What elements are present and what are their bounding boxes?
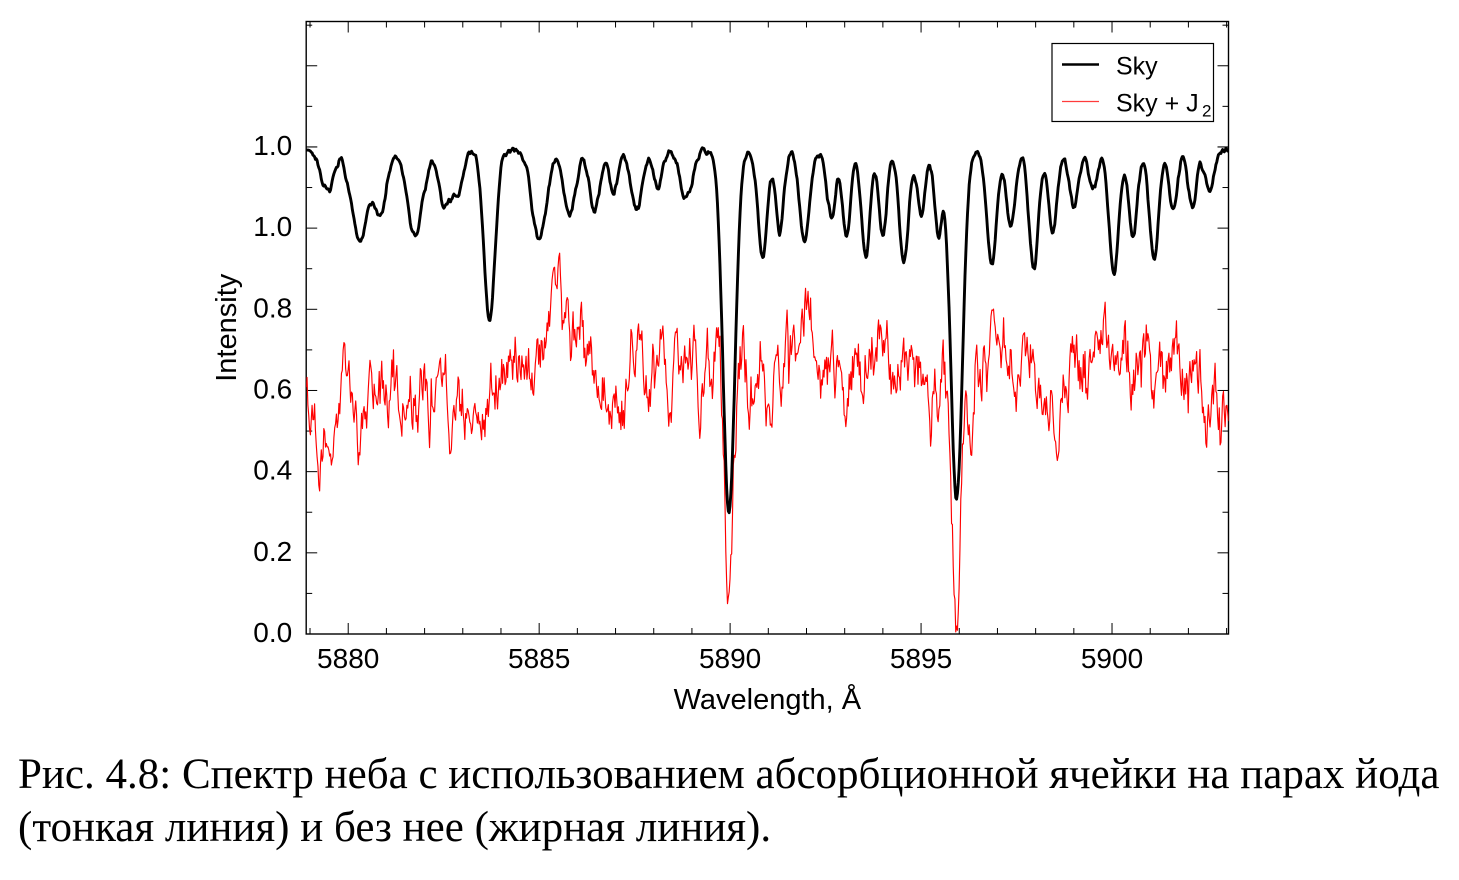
svg-text:0.8: 0.8: [253, 292, 292, 323]
svg-text:1.0: 1.0: [253, 130, 292, 161]
svg-text:0.6: 0.6: [253, 373, 292, 404]
svg-text:2: 2: [1202, 102, 1211, 121]
svg-text:0.4: 0.4: [253, 455, 292, 486]
svg-text:Sky: Sky: [1116, 53, 1158, 81]
svg-text:Sky + J: Sky + J: [1116, 90, 1199, 118]
svg-text:0.2: 0.2: [253, 536, 292, 567]
svg-text:5900: 5900: [1081, 643, 1143, 674]
svg-text:5885: 5885: [508, 643, 570, 674]
svg-text:5890: 5890: [699, 643, 761, 674]
svg-text:5880: 5880: [317, 643, 379, 674]
svg-text:5895: 5895: [890, 643, 952, 674]
svg-text:0.0: 0.0: [253, 617, 292, 648]
svg-text:1.0: 1.0: [253, 211, 292, 242]
svg-text:Intensity: Intensity: [211, 273, 243, 381]
svg-text:Wavelength, Å: Wavelength, Å: [674, 683, 862, 716]
